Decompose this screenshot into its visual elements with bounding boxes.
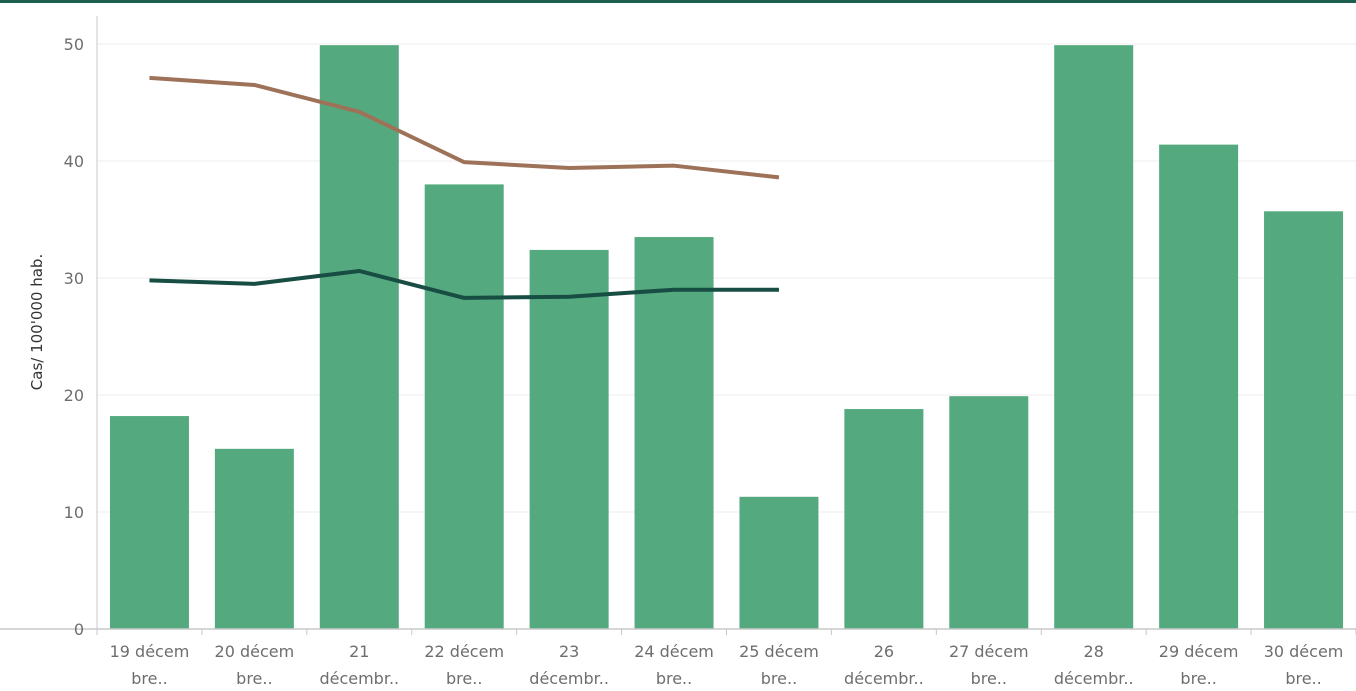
series-line: [149, 268, 779, 300]
x-tick-label: bre..: [1285, 669, 1321, 688]
y-tick-label: 30: [64, 269, 84, 288]
x-tick-label: 29 décem: [1159, 642, 1239, 661]
bar: [634, 237, 714, 630]
x-tick-label: 24 décem: [634, 642, 714, 661]
bar: [739, 496, 819, 629]
x-tick-label: décembr..: [1054, 669, 1134, 688]
x-tick-label: 21: [349, 642, 369, 661]
x-tick-label: bre..: [131, 669, 167, 688]
x-tick-labels: 19 décem bre.. 20 décem bre.. 21 décembr.. 22 …: [110, 642, 1344, 688]
x-tick-label: 23: [559, 642, 579, 661]
y-tick-label: 20: [64, 386, 84, 405]
x-tick-label: 20 décem: [215, 642, 295, 661]
bars: [109, 45, 1344, 630]
bar: [1264, 211, 1344, 629]
bar: [949, 396, 1029, 629]
x-tick-label: décembr..: [319, 669, 399, 688]
y-tick-labels: 0 10 20 30 40 50: [64, 35, 84, 639]
bar: [529, 249, 609, 630]
y-tick-label: 40: [64, 152, 84, 171]
x-tick-label: 25 décem: [739, 642, 819, 661]
x-tick-label: bre..: [761, 669, 797, 688]
x-tick-label: 28: [1084, 642, 1104, 661]
x-tick-label: décembr..: [844, 669, 924, 688]
x-tick-label: bre..: [1180, 669, 1216, 688]
bar: [1054, 45, 1134, 630]
y-axis-label: Cas/ 100'000 hab.: [28, 254, 46, 390]
y-tick-label: 0: [74, 620, 84, 639]
series-line: [149, 75, 780, 180]
x-tick-label: bre..: [236, 669, 272, 688]
x-tick-label: décembr..: [529, 669, 609, 688]
axes: [0, 16, 1356, 635]
x-tick-label: 26: [874, 642, 894, 661]
x-tick-label: 22 décem: [424, 642, 504, 661]
bar: [844, 409, 924, 629]
bar: [1159, 144, 1239, 629]
bar: [214, 448, 294, 629]
top-accent-rule: [0, 0, 1356, 3]
x-tick-label: bre..: [446, 669, 482, 688]
x-tick-label: 27 décem: [949, 642, 1029, 661]
x-tick-label: bre..: [656, 669, 692, 688]
bar: [424, 184, 504, 629]
y-tick-label: 50: [64, 35, 84, 54]
bar: [319, 45, 399, 630]
x-tick-label: 19 décem: [110, 642, 190, 661]
x-tick-label: bre..: [971, 669, 1007, 688]
bar: [109, 416, 189, 629]
y-tick-label: 10: [64, 503, 84, 522]
series-lines: [149, 75, 780, 300]
x-tick-label: 30 décem: [1264, 642, 1344, 661]
